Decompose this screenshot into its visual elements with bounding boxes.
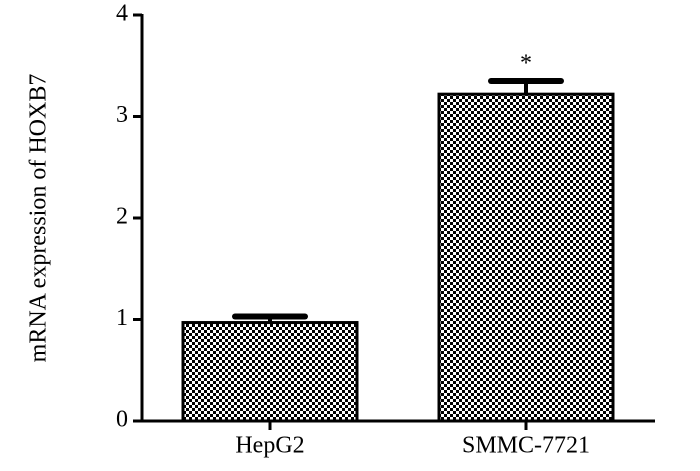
y-axis-label: mRNA expression of HOXB7 [26,74,52,363]
x-tick-label: SMMC-7721 [462,433,590,459]
y-tick-label: 1 [116,305,128,331]
x-tick-label: HepG2 [235,433,304,459]
y-tick-label: 0 [116,407,128,433]
y-tick-label: 4 [116,1,128,27]
y-tick-label: 3 [116,102,128,128]
y-tick-label: 2 [116,204,128,230]
annotation: * [520,50,532,76]
bar [181,321,359,423]
bar [437,92,615,423]
